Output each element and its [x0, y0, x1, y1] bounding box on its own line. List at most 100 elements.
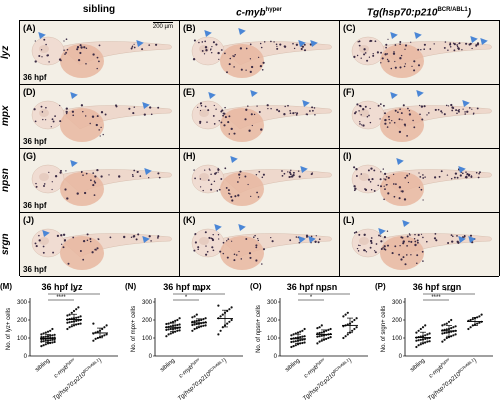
- arrowhead-icon: [414, 31, 422, 39]
- stained-cell: [206, 121, 208, 123]
- stained-cell: [409, 234, 411, 236]
- stained-cell: [217, 168, 220, 171]
- data-point: [105, 333, 108, 336]
- stained-cell: [465, 42, 468, 45]
- data-point: [42, 332, 45, 335]
- data-point: [68, 326, 71, 329]
- stained-cell: [429, 48, 432, 50]
- embryo-eye: [199, 237, 209, 245]
- column-header-tg-end: ): [467, 7, 472, 19]
- stained-cell: [198, 41, 200, 44]
- data-point: [318, 335, 321, 338]
- stained-cell: [253, 113, 256, 116]
- stained-cell: [211, 45, 213, 48]
- embryo-eye: [39, 45, 49, 53]
- stained-cell: [89, 238, 92, 240]
- stained-cell: [157, 172, 160, 175]
- x-tick-label-main: sibling: [159, 358, 176, 374]
- stained-cell: [303, 49, 307, 52]
- column-header-cmyb-main: c-myb: [236, 7, 266, 19]
- stained-cell: [404, 176, 407, 179]
- stained-cell: [388, 118, 390, 121]
- stained-cell: [306, 113, 309, 116]
- stained-cell: [281, 170, 283, 172]
- stained-cell: [137, 233, 140, 236]
- stained-cell: [314, 241, 317, 243]
- stained-cell: [130, 236, 133, 239]
- stained-cell: [447, 105, 450, 107]
- data-point: [204, 324, 207, 327]
- stained-cell: [353, 166, 356, 169]
- stained-cell: [453, 176, 456, 179]
- stained-cell: [416, 241, 419, 244]
- stained-cell: [420, 188, 423, 191]
- stained-cell: [370, 167, 373, 170]
- embryo-eye: [39, 173, 49, 181]
- stained-cell: [387, 115, 390, 118]
- stained-cell: [423, 43, 426, 46]
- data-point: [296, 331, 300, 334]
- x-tick-label-sup: BCR/ABL1: [457, 358, 475, 374]
- stained-cell: [215, 108, 217, 110]
- x-tick-label: Tg(hsp70:p210BCR/ABL1): [51, 356, 103, 402]
- data-point: [344, 313, 347, 316]
- data-point: [101, 335, 104, 338]
- panel-letter: (B): [183, 23, 196, 33]
- stained-cell: [289, 173, 292, 176]
- x-tick-label: sibling: [159, 358, 176, 374]
- data-point: [193, 320, 196, 323]
- data-point: [428, 340, 431, 343]
- stained-cell: [197, 246, 200, 249]
- stained-cell: [79, 250, 82, 252]
- stained-cell: [451, 109, 454, 112]
- stained-cell: [207, 179, 210, 181]
- data-point: [44, 343, 47, 346]
- stained-cell: [207, 109, 210, 112]
- stained-cell: [100, 111, 104, 114]
- stained-cell: [397, 111, 399, 114]
- stained-cell: [89, 240, 92, 243]
- data-point: [318, 331, 321, 335]
- embryo-panel: (H): [180, 149, 340, 213]
- data-point: [191, 329, 194, 332]
- stained-cell: [203, 53, 206, 55]
- embryo-eye: [199, 173, 209, 181]
- data-point: [421, 326, 425, 329]
- stained-cell: [386, 58, 389, 61]
- panel-letter: (D): [23, 87, 36, 97]
- stained-cell: [192, 58, 196, 61]
- embryo-panel: (D) 36 hpf: [20, 85, 180, 149]
- stained-cell: [403, 65, 406, 68]
- stained-cell: [357, 250, 360, 252]
- stained-cell: [212, 249, 215, 252]
- embryo-yolk: [220, 44, 264, 78]
- stained-cell: [40, 105, 43, 108]
- stained-cell: [384, 112, 386, 115]
- stained-cell: [379, 185, 383, 188]
- stained-cell: [440, 170, 443, 173]
- stained-cell: [366, 59, 369, 62]
- stained-cell: [248, 252, 252, 255]
- stained-cell: [233, 66, 235, 68]
- data-point: [329, 336, 332, 339]
- stained-cell: [60, 59, 62, 62]
- data-point: [221, 313, 224, 316]
- stained-cell: [391, 119, 393, 122]
- stained-cell: [355, 111, 357, 113]
- stained-cell: [51, 181, 53, 183]
- data-point: [75, 319, 78, 322]
- stained-cell: [85, 47, 88, 49]
- stained-cell: [77, 58, 81, 62]
- data-point: [195, 322, 198, 326]
- data-point: [75, 316, 78, 319]
- data-point: [303, 341, 306, 344]
- embryo-image: [351, 157, 492, 206]
- stained-cell: [401, 190, 404, 193]
- stained-cell: [365, 251, 368, 253]
- stained-cell: [275, 43, 278, 46]
- stained-cell: [369, 107, 371, 110]
- data-point: [469, 326, 472, 329]
- stained-cell: [408, 113, 412, 116]
- stained-cell: [385, 43, 388, 46]
- arrowhead-icon: [378, 227, 386, 235]
